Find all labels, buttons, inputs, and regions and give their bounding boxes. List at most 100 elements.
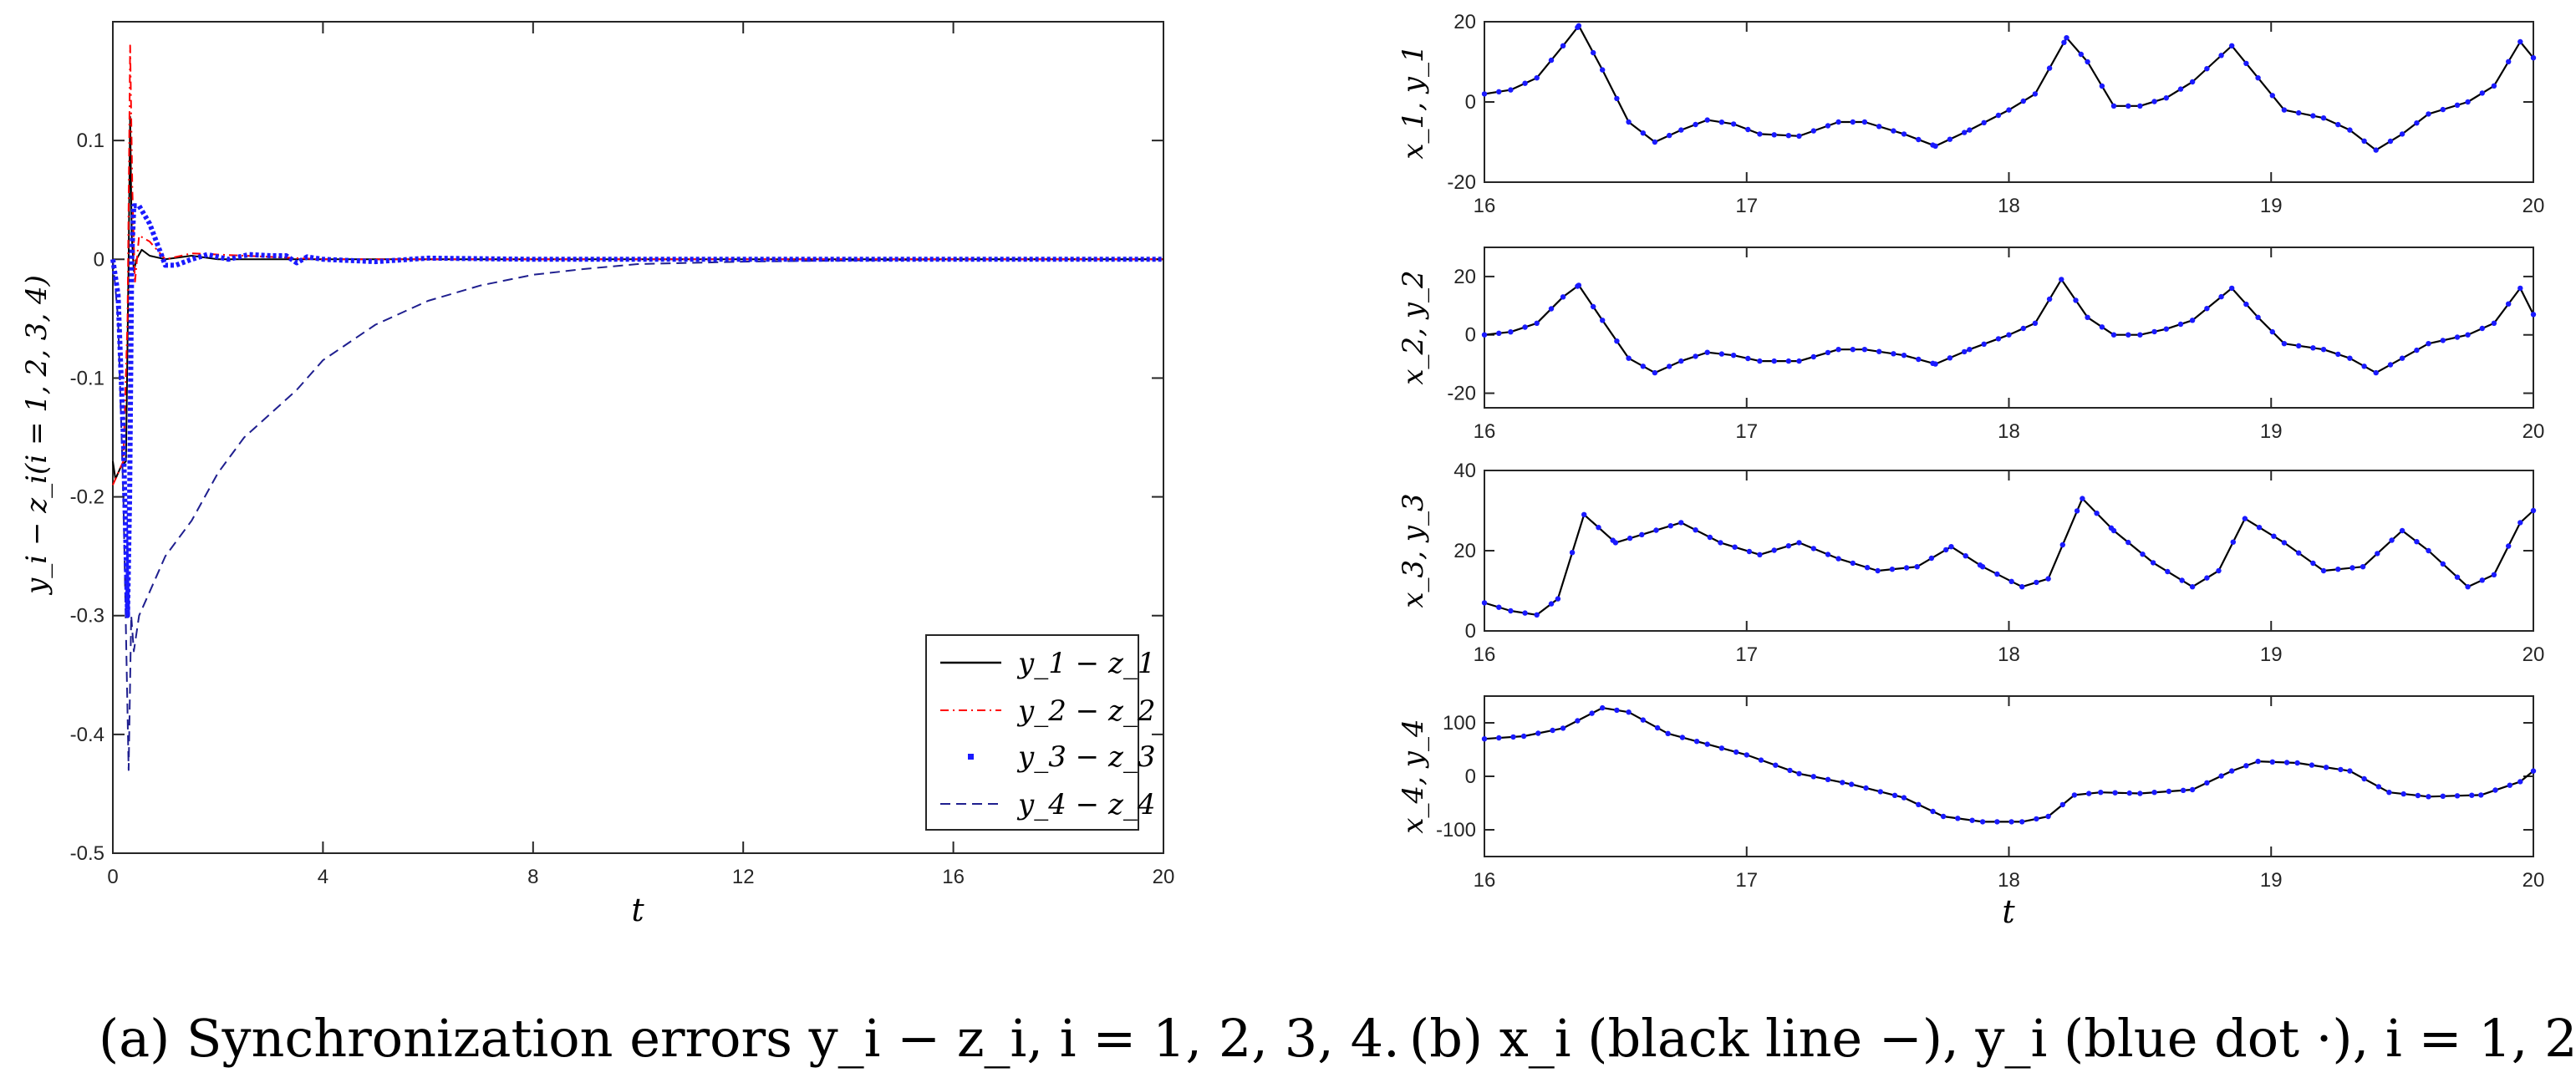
- x3y3-y-dot: [2008, 578, 2014, 584]
- x4y4-y-dot: [2426, 794, 2431, 800]
- x4y4-y-dot: [1733, 749, 1739, 755]
- x4y4-y-dot: [2469, 792, 2475, 798]
- x2y2-y-dot: [2414, 347, 2420, 353]
- x2y2-axes-box: [1484, 247, 2534, 409]
- x2y2-ylabel: x_2, y_2: [1397, 270, 1430, 384]
- x2y2-y-dot: [1981, 341, 1987, 347]
- x2y2-y-dot: [2137, 332, 2143, 338]
- x1y1-y-dot: [2163, 95, 2169, 101]
- x3y3-y-dot: [1810, 546, 1816, 552]
- legend-box: [925, 634, 1139, 831]
- x3y3-xtick-label: 19: [2260, 643, 2283, 666]
- x2y2-y-dot: [1967, 347, 1973, 353]
- x1y1-y-dot: [1757, 131, 1763, 137]
- errors-ytick-label: -0.3: [70, 605, 104, 628]
- legend-label-y1: y_1 − z_1: [1016, 647, 1156, 680]
- x3y3-axes-box: [1484, 470, 2534, 632]
- x3y3-y-dot: [2454, 574, 2461, 580]
- legend-label-y2: y_2 − z_2: [1016, 694, 1156, 728]
- x3y3-y-dot: [2399, 527, 2405, 534]
- x4y4-ytick-label: 100: [1443, 712, 1476, 735]
- x1y1-y-dot: [2335, 121, 2341, 128]
- x2y2-y-dot: [2189, 318, 2196, 323]
- x2y2-y-dot: [1704, 349, 1710, 355]
- x1y1-y-dot: [2310, 113, 2316, 119]
- x4y4-y-dot: [1994, 819, 2000, 825]
- x4y4-y-dot: [1575, 718, 1581, 724]
- x2y2-y-dot: [2320, 347, 2327, 353]
- x4y4-ytick-label: -100: [1436, 819, 1476, 841]
- errors-ytick-label: -0.2: [70, 486, 104, 509]
- x2y2-y-dot: [2347, 355, 2353, 361]
- x3y3-y-dot: [2349, 565, 2355, 571]
- x4y4-y-dot: [2218, 773, 2224, 779]
- x4y4-y-dot: [1589, 710, 1595, 716]
- x4y4-y-dot: [1969, 817, 1975, 823]
- x1y1-ytick-label: 0: [1465, 91, 1476, 114]
- x1y1-y-dot: [2387, 138, 2394, 145]
- x2y2-y-dot: [1876, 348, 1882, 354]
- x1y1-y-dot: [2347, 127, 2353, 133]
- x1y1-y-dot: [2099, 83, 2105, 89]
- x4y4-y-dot: [2112, 790, 2118, 796]
- x2y2-y-dot: [1667, 364, 1672, 369]
- x4y4-xtick-label: 17: [1735, 869, 1758, 892]
- x1y1-ytick-label: -20: [1447, 171, 1476, 194]
- x4y4-y-dot: [2034, 816, 2039, 822]
- x1y1-y-dot: [1981, 119, 1987, 125]
- x4y4-y-dot: [2098, 790, 2104, 796]
- x2y2-y-dot: [2440, 338, 2446, 343]
- x2y2-y-dot: [2506, 301, 2512, 307]
- x1y1-y-dot: [2296, 109, 2302, 116]
- x1y1-y-dot: [2064, 35, 2069, 41]
- x2y2-y-dot: [2530, 312, 2537, 318]
- x1y1-y-dot: [2426, 111, 2431, 117]
- chart-x1y1: 16 17 18 19 20 20 0 -20 x_1, y_1: [1397, 11, 2544, 217]
- x4y4-y-dot: [1979, 819, 1986, 825]
- x3y3-y-dot: [2271, 533, 2277, 539]
- x4y4-y-dot: [1901, 795, 1907, 801]
- x2y2-y-dot: [2006, 332, 2012, 338]
- x1y1-y-dot: [2491, 83, 2497, 89]
- x4y4-y-dot: [1825, 776, 1831, 782]
- x3y3-y-dot: [2360, 564, 2366, 570]
- x4y4-y-dot: [2454, 793, 2461, 799]
- x1y1-xtick-label: 19: [2260, 195, 2283, 217]
- x4y4-y-dot: [1718, 745, 1725, 751]
- x3y3-y-dot: [1481, 600, 1488, 606]
- x3y3-y-dot: [1555, 596, 1561, 602]
- x4y4-y-dot: [2361, 775, 2367, 782]
- x3y3-y-dot: [2296, 550, 2302, 556]
- x2y2-y-dot: [1850, 347, 1856, 353]
- x1y1-y-dot: [1652, 139, 1658, 145]
- x2y2-y-dot: [2454, 334, 2461, 340]
- x3y3-y-dot: [1914, 564, 1920, 570]
- x2y2-xtick-label: 16: [1474, 420, 1496, 443]
- x3y3-y-dot: [2320, 567, 2327, 574]
- x1y1-y-dot: [1785, 133, 1792, 139]
- x4y4-y-dot: [1654, 725, 1661, 731]
- x4y4-ylabel: x_4, y_4: [1397, 719, 1430, 833]
- x1y1-y-dot: [1932, 143, 1938, 149]
- x3y3-y-dot: [2414, 539, 2420, 545]
- x1y1-y-dot: [2281, 107, 2288, 113]
- x1y1-y-dot: [2243, 60, 2249, 67]
- x2y2-y-dot: [2110, 332, 2117, 338]
- x3y3-y-dot: [1875, 567, 1881, 574]
- x2y2-y-dot: [1614, 338, 1620, 344]
- x3y3-y-dot: [1569, 550, 1576, 556]
- x3y3-y-dot: [1963, 553, 1968, 559]
- x3y3-y-dot: [2140, 552, 2146, 557]
- x2y2-y-dot: [2296, 343, 2302, 348]
- x1y1-y-dot: [2218, 53, 2224, 58]
- x3y3-y-dot: [2517, 520, 2523, 526]
- legend: y_1 − z_1 y_2 − z_2 y_3 − z_3 y_4 − z_4: [925, 634, 1156, 831]
- x2y2-y-dot: [1693, 353, 1698, 359]
- x2y2-y-dot: [2479, 325, 2485, 332]
- x1y1-y-dot: [1626, 119, 1632, 125]
- x2y2-y-dot: [1560, 294, 1566, 300]
- x1y1-y-dot: [2078, 51, 2084, 58]
- x4y4-y-dot: [1773, 762, 1779, 768]
- x4y4-y-dot: [2309, 762, 2315, 768]
- x3y3-y-dot: [2189, 584, 2196, 590]
